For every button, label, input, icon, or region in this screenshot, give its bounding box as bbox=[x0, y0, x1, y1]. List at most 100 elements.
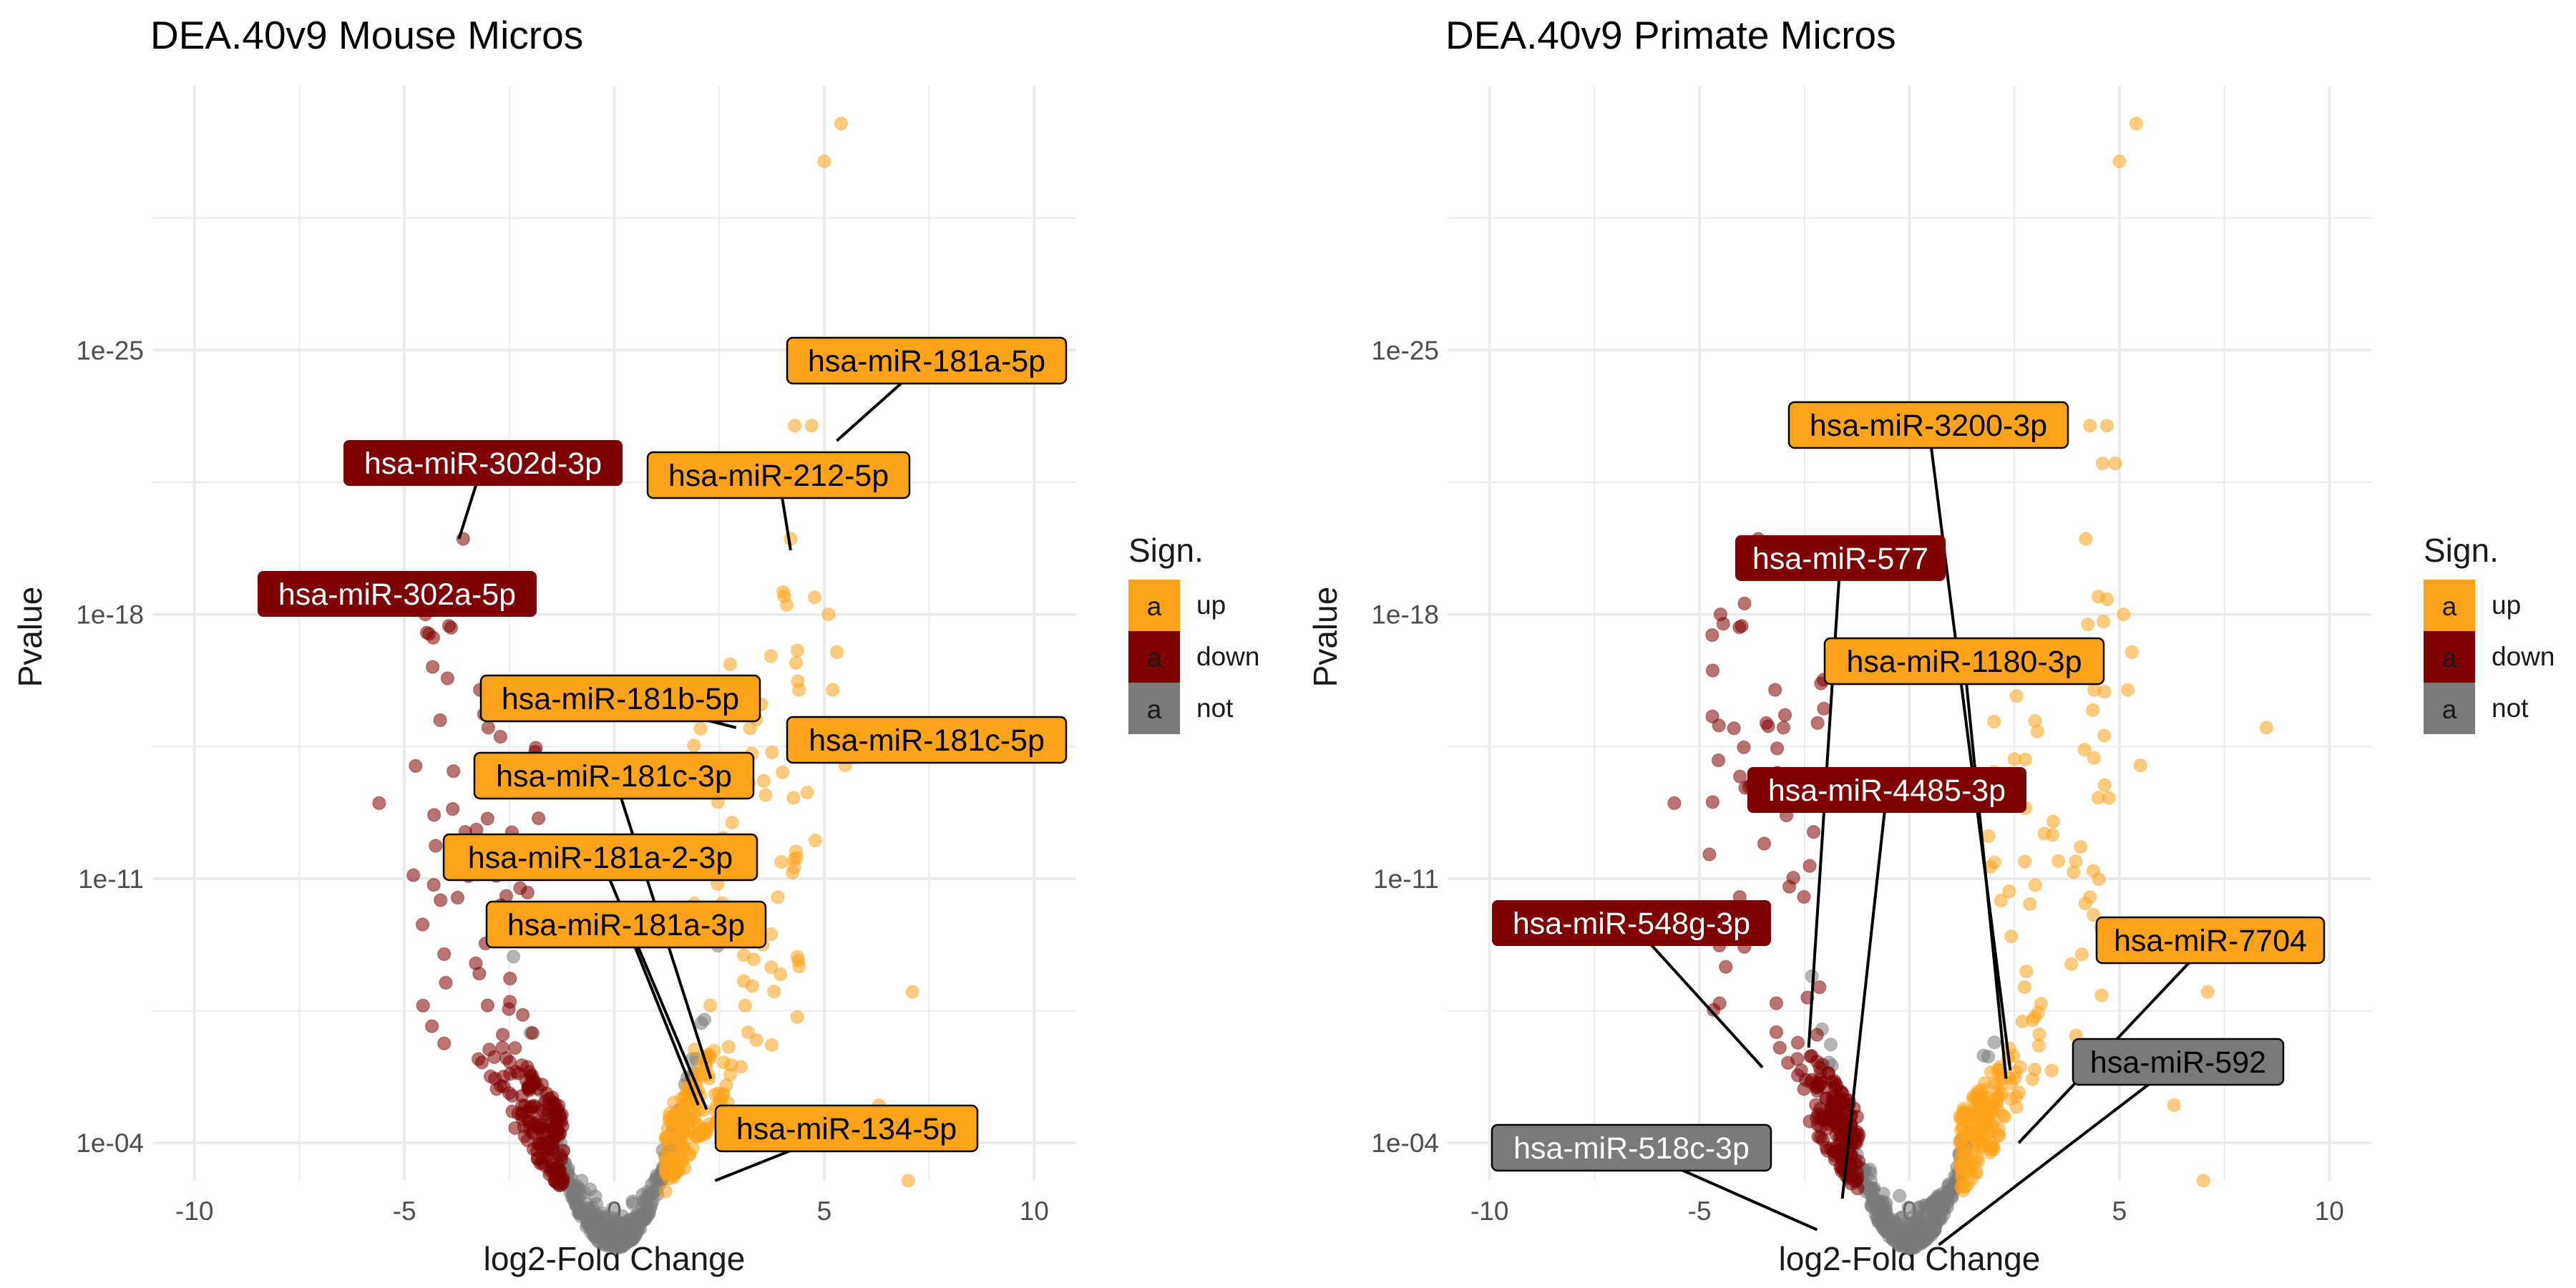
legend-key-glyph: a bbox=[1147, 592, 1162, 621]
data-point-up bbox=[1966, 1137, 1981, 1151]
data-point-up bbox=[1981, 829, 1996, 844]
label-leader-line bbox=[625, 924, 700, 1106]
data-point-up bbox=[817, 154, 831, 169]
data-point-down bbox=[505, 1104, 519, 1118]
data-point-up bbox=[789, 851, 804, 865]
data-point-up bbox=[658, 1184, 673, 1199]
data-point-up bbox=[2092, 872, 2106, 887]
gene-label: hsa-miR-518c-3p bbox=[1513, 1131, 1750, 1166]
data-point-down bbox=[493, 729, 508, 744]
panel-title: DEA.40v9 Mouse Micros bbox=[150, 13, 583, 57]
data-point-down bbox=[1667, 796, 1682, 811]
data-point-up bbox=[2051, 854, 2066, 869]
data-point-up bbox=[774, 967, 788, 982]
data-point-up bbox=[2004, 1076, 2019, 1091]
data-point-down bbox=[1757, 836, 1772, 851]
data-point-not bbox=[1870, 1196, 1885, 1211]
data-point-up bbox=[776, 585, 791, 600]
label-box-not bbox=[1491, 1123, 1772, 1172]
data-point-not bbox=[1916, 1230, 1931, 1244]
data-point-up bbox=[2030, 724, 2044, 739]
data-point-up bbox=[2124, 645, 2140, 660]
data-point-down bbox=[487, 1050, 502, 1065]
data-point-up bbox=[2037, 826, 2051, 841]
data-point-down bbox=[538, 1158, 552, 1173]
gene-label: hsa-miR-181a-3p bbox=[507, 908, 745, 942]
plot-gridlines bbox=[1448, 86, 2371, 1181]
data-point-down bbox=[1833, 1123, 1847, 1138]
data-point-up bbox=[741, 1025, 756, 1040]
data-point-down bbox=[1737, 596, 1752, 611]
data-point-up bbox=[736, 974, 751, 988]
data-point-up bbox=[2064, 957, 2079, 972]
data-point-up bbox=[763, 927, 779, 942]
data-point-up bbox=[2022, 897, 2037, 912]
data-point-not bbox=[1892, 1189, 1907, 1203]
gene-labels: hsa-miR-181a-5p hsa-miR-302d-3p hsa-miR-21… bbox=[258, 336, 1068, 1182]
data-point-down bbox=[1769, 996, 1784, 1010]
x-tick-label: 5 bbox=[817, 1196, 832, 1226]
data-point-down bbox=[508, 1121, 522, 1136]
data-point-up bbox=[2086, 907, 2101, 922]
y-tick-label: 1e-18 bbox=[76, 600, 144, 630]
data-point-not bbox=[1931, 1211, 1946, 1226]
data-point-down bbox=[1810, 716, 1825, 731]
legend-label-not: not bbox=[1196, 693, 1234, 723]
data-point-down bbox=[1735, 619, 1749, 633]
data-point-up bbox=[2074, 839, 2088, 854]
data-point-up bbox=[721, 1040, 736, 1054]
data-point-down bbox=[1719, 960, 1733, 974]
label-box-up bbox=[442, 833, 758, 882]
data-point-up bbox=[1971, 1126, 1986, 1141]
data-point-not bbox=[1911, 1209, 1925, 1224]
data-point-up bbox=[2097, 728, 2112, 743]
data-point-down bbox=[540, 1086, 554, 1101]
data-point-up bbox=[1979, 1114, 1994, 1128]
data-point-up bbox=[825, 683, 840, 697]
gene-label: hsa-miR-548g-3p bbox=[1513, 907, 1750, 941]
data-point-not bbox=[587, 1229, 601, 1244]
legend-key-up bbox=[2424, 580, 2475, 631]
label-box-up bbox=[646, 451, 911, 499]
data-point-down bbox=[1849, 1173, 1864, 1187]
data-point-down bbox=[480, 811, 495, 826]
data-point-down bbox=[1711, 753, 1726, 768]
x-tick-label: 10 bbox=[2315, 1196, 2344, 1226]
legend-key-not bbox=[1128, 683, 1180, 734]
data-point-down bbox=[1811, 1129, 1825, 1144]
legend-key-glyph: a bbox=[1147, 695, 1162, 724]
gene-label: hsa-miR-181b-5p bbox=[502, 682, 739, 716]
data-point-up bbox=[2129, 117, 2144, 131]
data-point-up bbox=[2031, 1038, 2046, 1053]
data-point-up bbox=[2046, 814, 2061, 829]
data-point-up bbox=[807, 590, 822, 605]
gene-label: hsa-miR-4485-3p bbox=[1768, 774, 2006, 808]
data-point-up bbox=[2108, 456, 2122, 471]
data-point-down bbox=[525, 1026, 540, 1040]
data-point-up bbox=[707, 1043, 721, 1058]
label-box-down bbox=[258, 571, 537, 617]
data-point-up bbox=[779, 597, 794, 613]
legend-key-glyph: a bbox=[1147, 643, 1162, 673]
data-point-down bbox=[1705, 663, 1720, 678]
data-point-down bbox=[409, 758, 423, 774]
data-point-up bbox=[804, 419, 819, 433]
data-point-up bbox=[725, 815, 739, 830]
data-point-down bbox=[1769, 1025, 1784, 1040]
data-point-down bbox=[1713, 607, 1728, 622]
data-point-up bbox=[2112, 154, 2127, 169]
label-box-down bbox=[1747, 767, 2026, 813]
data-point-up bbox=[672, 1136, 687, 1150]
data-point-up bbox=[774, 854, 789, 869]
data-point-up bbox=[2001, 884, 2016, 899]
label-box-up bbox=[714, 1104, 979, 1153]
data-point-up bbox=[1956, 1121, 1970, 1136]
data-point-down bbox=[1803, 1075, 1818, 1089]
data-point-down bbox=[456, 532, 470, 546]
data-point-up bbox=[1975, 1093, 1990, 1108]
data-point-up bbox=[905, 985, 919, 999]
gene-label: hsa-miR-134-5p bbox=[736, 1112, 957, 1146]
data-point-up bbox=[1984, 1065, 1999, 1080]
